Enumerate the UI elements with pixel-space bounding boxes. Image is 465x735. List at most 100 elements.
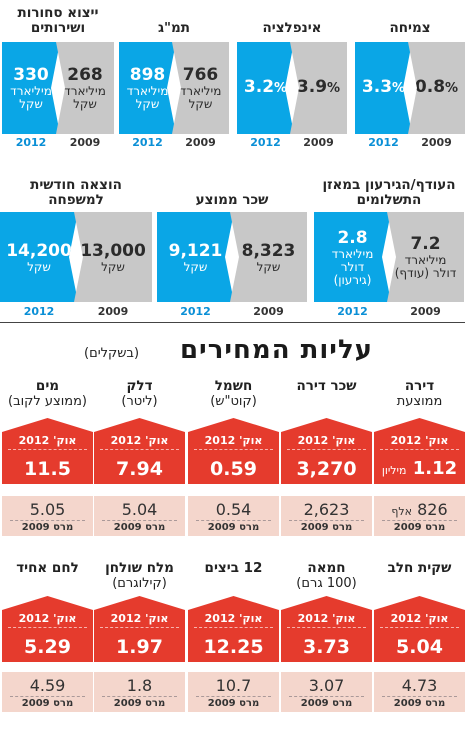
old-price-label: מרס 2009 bbox=[393, 698, 446, 709]
dashed-divider bbox=[8, 627, 87, 628]
bar-unit: % bbox=[392, 81, 406, 96]
bar-unit: % bbox=[274, 81, 288, 96]
price-name-line: (ליטר) bbox=[121, 394, 158, 409]
old-price-box: 2,623 מרס 2009 bbox=[281, 496, 372, 536]
group-title: הוצאה חודשית למשפחה bbox=[30, 177, 122, 208]
old-price-value: 2,623 bbox=[303, 500, 350, 519]
year-label: 2012 bbox=[15, 136, 47, 149]
new-price-box: אוק' 2012 1.97 bbox=[94, 596, 185, 662]
price-name-line: מים bbox=[35, 378, 60, 394]
bar-value: 898 bbox=[129, 65, 166, 85]
bar-value: 8,323 bbox=[241, 240, 296, 261]
new-price-label: אוק' 2012 bbox=[18, 434, 77, 447]
new-price-label: אוק' 2012 bbox=[110, 612, 169, 625]
new-price-box: אוק' 2012 12.25 bbox=[188, 596, 279, 662]
year-label: 2009 bbox=[97, 305, 129, 318]
new-price-label: אוק' 2012 bbox=[18, 612, 77, 625]
bar-unit: מיליארד שקל bbox=[10, 84, 52, 111]
new-price-label: אוק' 2012 bbox=[390, 434, 449, 447]
price-name-line: (ממוצע לקוב) bbox=[8, 394, 87, 409]
new-price-box: אוק' 2012 5.29 bbox=[2, 596, 93, 662]
year-label: 2012 bbox=[250, 136, 281, 149]
bar-2009: 8,323 שקל bbox=[230, 212, 307, 302]
year-label: 2012 bbox=[23, 305, 55, 318]
bar-unit: % bbox=[327, 81, 341, 96]
bar-value: 268 bbox=[67, 65, 103, 85]
bar-2012: 898 מיליארד שקל bbox=[119, 42, 176, 134]
dashed-divider bbox=[196, 520, 271, 521]
bar-2009: 766 מיליארד שקל bbox=[172, 42, 229, 134]
new-price-value: 5.29 bbox=[24, 636, 71, 658]
dashed-divider bbox=[380, 627, 459, 628]
new-price-box: אוק' 2012 3.73 bbox=[281, 596, 372, 662]
bar-unit: מיליארד דולר (גירעון) bbox=[331, 246, 374, 287]
price-item-name: לחם אחיד bbox=[2, 560, 93, 576]
dashed-divider bbox=[194, 627, 273, 628]
new-price-label: אוק' 2012 bbox=[110, 434, 169, 447]
bar-unit: שקל bbox=[27, 259, 51, 274]
old-price-value: 826 אלף bbox=[391, 500, 448, 519]
old-price-label: מרס 2009 bbox=[393, 522, 446, 533]
price-item-name: חשמל (קוט"ש) bbox=[188, 378, 279, 410]
group-title: ייצוא סחורות ושירותים bbox=[17, 5, 99, 36]
bar-2012: 330 מיליארד שקל bbox=[2, 42, 60, 134]
year-label: 2012 bbox=[132, 136, 163, 149]
price-name-line: חשמל bbox=[214, 378, 253, 394]
new-price-box: אוק' 2012 5.04 bbox=[374, 596, 465, 662]
old-price-value: 3.07 bbox=[308, 676, 345, 695]
price-name-line: (100 גרם) bbox=[296, 576, 357, 591]
year-label: 2012 bbox=[368, 136, 399, 149]
year-label: 2009 bbox=[253, 305, 284, 318]
price-name-line: ממוצעת bbox=[396, 394, 443, 409]
price-item-name: 12 ביצים bbox=[188, 560, 279, 576]
old-price-label: מרס 2009 bbox=[300, 522, 353, 533]
new-price-box: אוק' 2012 11.5 bbox=[2, 418, 93, 484]
new-price-value: 1.97 bbox=[116, 636, 163, 658]
bar-2012: 2.8 מיליארד דולר (גירעון) bbox=[314, 212, 391, 302]
old-price-box: 5.04 מרס 2009 bbox=[94, 496, 185, 536]
group-title: אינפלציה bbox=[262, 20, 322, 36]
prices-title: עליות המחירים bbox=[179, 335, 373, 365]
price-item-name: שכר דירה bbox=[281, 378, 372, 394]
bar-unit: מיליארד שקל bbox=[64, 84, 106, 111]
old-price-box: 826 אלף מרס 2009 bbox=[374, 496, 465, 536]
bar-value: 3.3% bbox=[361, 77, 406, 97]
price-name-line: לחם אחיד bbox=[16, 560, 79, 576]
bar-value: 3.2% bbox=[243, 77, 288, 97]
year-label: 2012 bbox=[180, 305, 211, 318]
bar-unit: שקל bbox=[183, 259, 208, 274]
new-price-box: אוק' 2012 3,270 bbox=[281, 418, 372, 484]
old-price-value: 5.04 bbox=[121, 500, 158, 519]
dashed-divider bbox=[100, 627, 179, 628]
old-price-value: 5.05 bbox=[29, 500, 66, 519]
dashed-divider bbox=[289, 520, 364, 521]
bar-value: 330 bbox=[13, 65, 49, 85]
year-label: 2012 bbox=[337, 305, 368, 318]
new-price-value: 1.12 מיליון bbox=[381, 458, 458, 479]
new-price-label: אוק' 2012 bbox=[297, 434, 356, 447]
bar-unit: % bbox=[445, 81, 459, 96]
dashed-divider bbox=[10, 696, 85, 697]
year-label: 2009 bbox=[421, 136, 452, 149]
price-item-name: דלק (ליטר) bbox=[94, 378, 185, 410]
old-price-value: 4.73 bbox=[401, 676, 438, 695]
price-name-line: 12 ביצים bbox=[204, 560, 263, 576]
year-label: 2009 bbox=[69, 136, 101, 149]
new-price-value: 5.04 bbox=[396, 636, 443, 658]
old-price-box: 3.07 מרס 2009 bbox=[281, 672, 372, 712]
price-name-line: שכר דירה bbox=[296, 378, 357, 394]
new-price-value: 12.25 bbox=[203, 636, 264, 658]
bar-2009: 13,000 שקל bbox=[74, 212, 152, 302]
bar-unit: מיליארד שקל bbox=[179, 84, 222, 111]
old-price-unit: אלף bbox=[391, 505, 412, 518]
group-title: העודף/הגירעון במאזן התשלומים bbox=[322, 177, 456, 208]
price-name-line: (קוט"ש) bbox=[210, 394, 257, 409]
old-price-box: 1.8 מרס 2009 bbox=[94, 672, 185, 712]
dashed-divider bbox=[289, 696, 364, 697]
bar-2012: 14,200 שקל bbox=[0, 212, 78, 302]
new-price-unit: מיליון bbox=[381, 464, 407, 477]
price-name-line: דירה bbox=[404, 378, 435, 394]
year-label: 2009 bbox=[185, 136, 216, 149]
price-name-line: שקית חלב bbox=[387, 560, 452, 576]
dashed-divider bbox=[382, 520, 457, 521]
